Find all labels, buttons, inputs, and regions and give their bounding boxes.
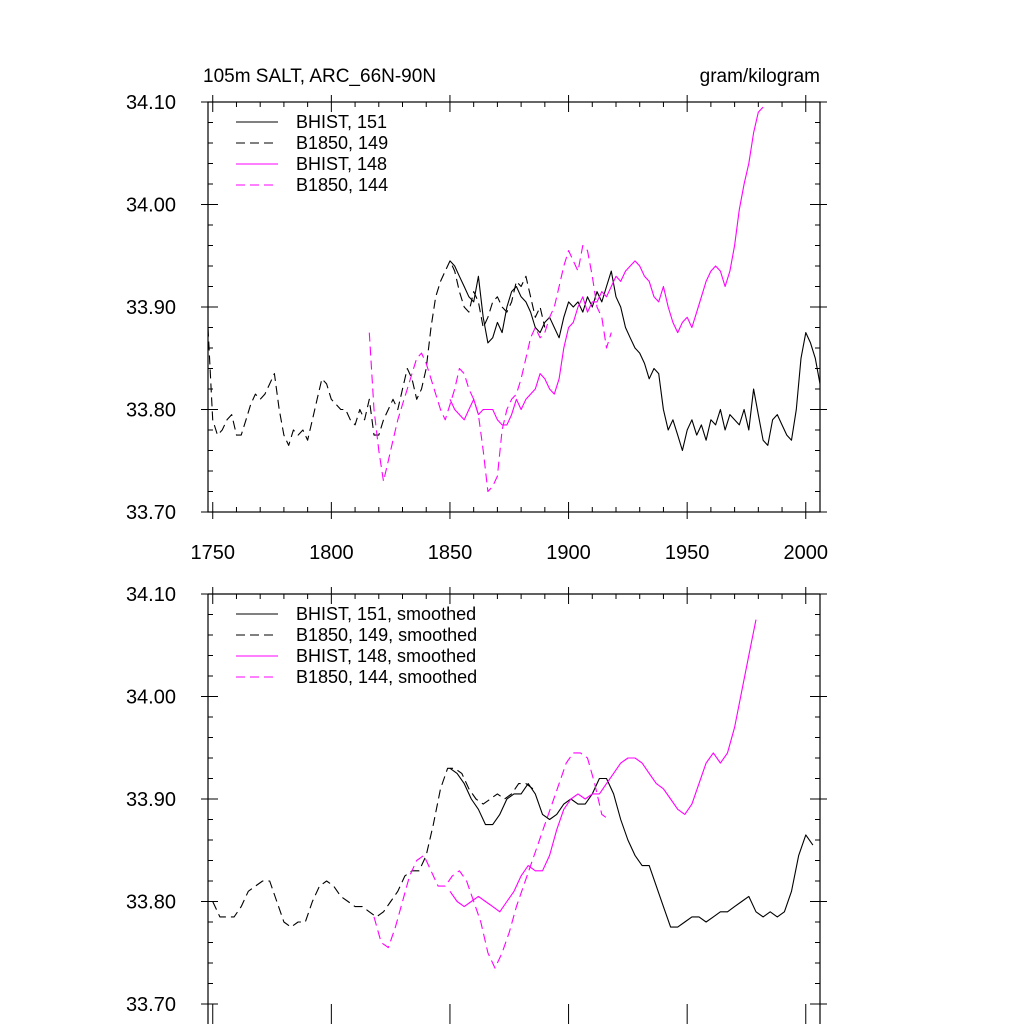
top-x-tick-label-1850: 1850 [428, 542, 473, 564]
top-x-tick-label-2000: 2000 [784, 542, 829, 564]
top-x-tick-label-1900: 1900 [546, 542, 591, 564]
bottom-series-line-3 [373, 752, 610, 969]
bottom-y-tick-label-0: 33.70 [126, 994, 176, 1016]
top-plot-area [207, 106, 821, 493]
bottom-y-tick-label-1: 33.80 [126, 892, 176, 914]
units-label: gram/kilogram [700, 66, 820, 87]
top-y-tick-label-3: 34.00 [126, 195, 176, 217]
top-y-tick-label-1: 33.80 [126, 400, 176, 422]
top-series-line-0 [449, 260, 821, 452]
bottom-y-tick-label-3: 34.00 [126, 687, 176, 709]
top-series-line-1 [207, 260, 546, 446]
chart-title: 105m SALT, ARC_66N-90N [203, 66, 436, 87]
top-axes: 1750 1800 1850 1900 1950 2000 33.70 33.80 33.90 3… [126, 92, 828, 564]
top-y-tick-label-0: 33.70 [126, 502, 176, 524]
top-x-tick-label-1750: 1750 [190, 542, 235, 564]
top-series-line-3 [368, 244, 612, 493]
top-legend-label-3: B1850, 144 [296, 175, 388, 195]
bottom-legend-label-2: BHIST, 148, smoothed [296, 646, 476, 666]
top-y-tick-label-4: 34.10 [126, 92, 176, 114]
bottom-y-tick-label-2: 33.90 [126, 789, 176, 811]
bottom-series-line-0 [449, 767, 814, 928]
bottom-axes: 33.70 33.80 33.90 34.00 34.10 [126, 584, 827, 1024]
top-y-tick-label-2: 33.90 [126, 297, 176, 319]
bottom-legend-label-3: B1850, 144, smoothed [296, 667, 477, 687]
bottom-legend-label-1: B1850, 149, smoothed [296, 625, 477, 645]
bottom-series-line-1 [212, 767, 534, 928]
top-x-tick-label-1800: 1800 [309, 542, 354, 564]
top-legend-label-1: B1850, 149 [296, 133, 388, 153]
top-x-tick-label-1950: 1950 [665, 542, 710, 564]
bottom-legend-label-0: BHIST, 151, smoothed [296, 604, 476, 624]
top-legend-label-0: BHIST, 151 [296, 112, 387, 132]
top-series-line-2 [449, 106, 764, 426]
bottom-series-line-2 [449, 619, 757, 913]
bottom-y-tick-label-4: 34.10 [126, 584, 176, 606]
top-legend-label-2: BHIST, 148 [296, 154, 387, 174]
bottom-plot-area [212, 619, 814, 969]
bottom-panel: 33.70 33.80 33.90 34.00 34.10 BHIST, 151, sm… [126, 584, 827, 1024]
top-panel: 1750 1800 1850 1900 1950 2000 33.70 33.80 33.90 3… [126, 92, 828, 564]
